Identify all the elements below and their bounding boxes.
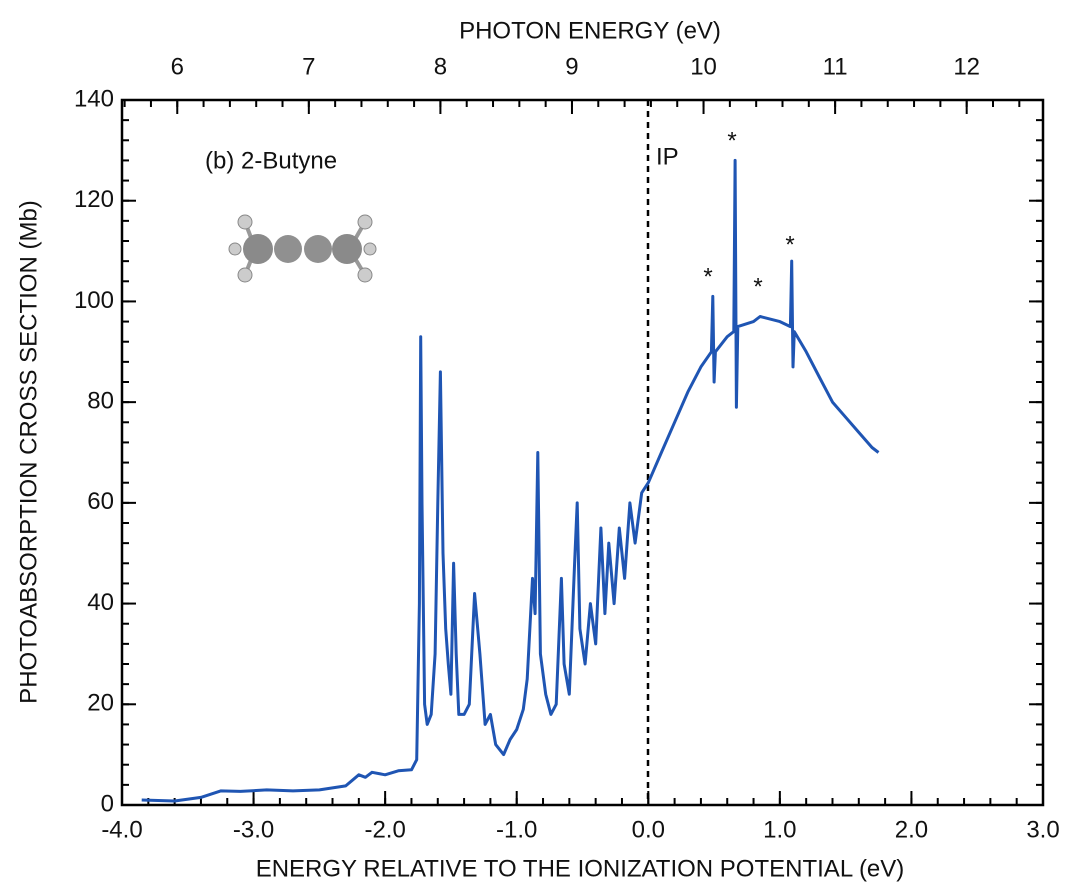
y-tick-label: 140 — [74, 85, 114, 112]
annotation: (b) 2-Butyne — [205, 147, 337, 174]
data-line — [141, 158, 880, 803]
x-tick-label: -4.0 — [101, 816, 142, 843]
y-tick-label: 120 — [74, 186, 114, 213]
annotation: * — [785, 231, 794, 258]
x-tick-label: 0.0 — [632, 816, 665, 843]
x2-tick-label: 10 — [690, 53, 717, 80]
x-tick-label: 3.0 — [1026, 816, 1059, 843]
y-tick-label: 0 — [101, 790, 114, 817]
x-tick-label: -3.0 — [233, 816, 274, 843]
molecule — [228, 214, 377, 283]
annotation: IP — [656, 143, 679, 170]
x-tick-label: 2.0 — [895, 816, 928, 843]
annotation: * — [753, 273, 762, 300]
x-axis-label: ENERGY RELATIVE TO THE IONIZATION POTENT… — [256, 855, 905, 882]
x2-tick-label: 6 — [171, 53, 184, 80]
y-tick-label: 80 — [87, 387, 114, 414]
annotation: * — [727, 127, 736, 154]
x2-tick-label: 8 — [434, 53, 447, 80]
x-tick-label: -2.0 — [364, 816, 405, 843]
y-tick-label: 20 — [87, 690, 114, 717]
x-tick-label: 1.0 — [763, 816, 796, 843]
y-tick-label: 100 — [74, 287, 114, 314]
x2-tick-label: 9 — [565, 53, 578, 80]
plot-frame — [120, 98, 1045, 807]
x2-tick-label: 12 — [953, 53, 980, 80]
x2-tick-label: 7 — [302, 53, 315, 80]
x-tick-label: -1.0 — [496, 816, 537, 843]
x2-tick-label: 11 — [823, 53, 848, 80]
y-axis-label: PHOTOABSORPTION CROSS SECTION (Mb) — [15, 200, 42, 704]
annotation: * — [703, 263, 712, 290]
x2-axis-label: PHOTON ENERGY (eV) — [459, 17, 721, 44]
y-tick-label: 60 — [87, 488, 114, 515]
y-tick-label: 40 — [87, 589, 114, 616]
